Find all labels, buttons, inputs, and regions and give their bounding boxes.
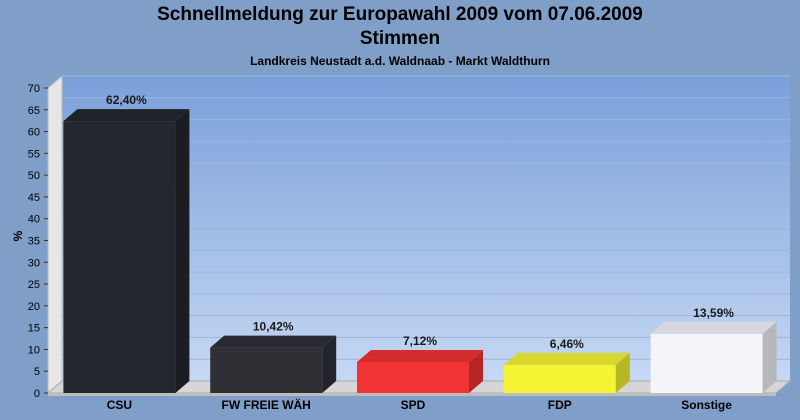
- bar-top: [63, 109, 190, 122]
- bar-front: [210, 347, 323, 393]
- x-tick-label: FDP: [548, 398, 572, 412]
- x-tick-label: CSU: [107, 398, 132, 412]
- x-tick-label: FW FREIE WÄH: [222, 397, 311, 412]
- y-tick-label: 35: [28, 236, 40, 248]
- bar-front: [357, 361, 469, 393]
- plot-floor-edge: [48, 393, 776, 396]
- y-tick-label: 20: [28, 301, 40, 313]
- chart-title: Schnellmeldung zur Europawahl 2009 vom 0…: [157, 4, 643, 25]
- y-axis-title: %: [11, 230, 25, 241]
- y-tick-label: 40: [28, 214, 40, 226]
- y-tick-label: 50: [28, 170, 40, 182]
- bar-front: [63, 121, 176, 393]
- y-tick-label: 55: [28, 148, 40, 160]
- y-tick-label: 30: [28, 257, 40, 269]
- y-tick-label: 10: [28, 344, 40, 356]
- y-tick-label: 5: [34, 366, 40, 378]
- bar-top: [210, 335, 337, 348]
- bar: [63, 109, 190, 393]
- plot-side-wall: [47, 74, 63, 395]
- data-label: 6,46%: [550, 337, 584, 351]
- y-tick-label: 25: [28, 279, 40, 291]
- y-tick-label: 70: [28, 83, 40, 95]
- bar: [503, 352, 630, 393]
- y-tick-label: 65: [28, 105, 40, 117]
- bar-top: [650, 321, 777, 334]
- bar-side: [322, 335, 337, 393]
- bar-side: [175, 109, 190, 393]
- x-tick-label: SPD: [401, 398, 426, 412]
- data-label: 13,59%: [693, 306, 734, 320]
- y-tick-label: 0: [34, 388, 40, 400]
- chart-caption: Landkreis Neustadt a.d. Waldnaab - Markt…: [250, 54, 550, 68]
- bar: [357, 349, 483, 393]
- data-label: 7,12%: [403, 334, 437, 348]
- y-tick-label: 45: [28, 192, 40, 204]
- bar-side: [762, 321, 777, 393]
- chart-subtitle: Stimmen: [359, 28, 441, 49]
- bar-side: [469, 349, 483, 393]
- bar-front: [503, 364, 616, 393]
- bar: [210, 335, 337, 393]
- y-tick-label: 60: [28, 127, 40, 139]
- data-label: 62,40%: [106, 93, 147, 107]
- bar-side: [615, 352, 630, 393]
- data-label: 10,42%: [253, 320, 294, 334]
- bar: [650, 321, 777, 393]
- y-tick-label: 15: [28, 323, 40, 335]
- x-tick-label: Sonstige: [681, 398, 732, 412]
- bar-top: [357, 349, 483, 362]
- bar-top: [503, 352, 630, 365]
- bar-front: [650, 333, 763, 393]
